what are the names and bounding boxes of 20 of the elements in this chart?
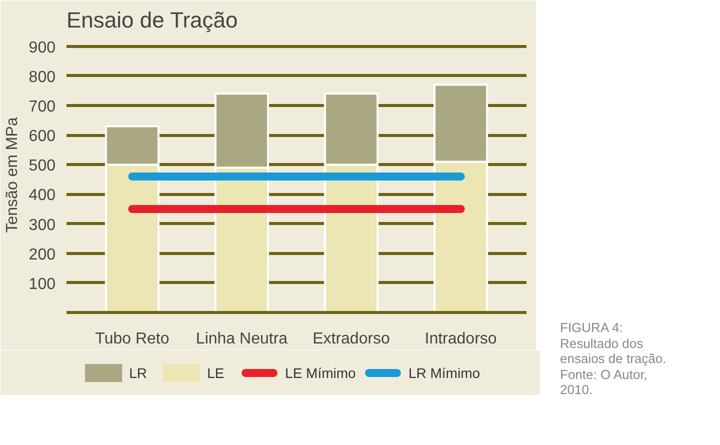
x-tick-label: Linha Neutra (196, 330, 288, 348)
legend-label: LE (207, 365, 224, 381)
y-tick-label: 600 (28, 128, 56, 146)
y-tick-label: 900 (28, 39, 56, 56)
y-tick-label: 400 (28, 187, 56, 204)
y-axis-title: Tensão em MPa (4, 117, 21, 233)
y-tick-label: 300 (28, 216, 56, 234)
legend-label: LR (129, 365, 148, 381)
x-tick-label: Extradorso (312, 330, 390, 348)
x-tick-label: Tubo Reto (95, 330, 170, 348)
x-tick-label: Intradorso (424, 330, 497, 348)
y-tick-label: 500 (28, 158, 56, 175)
y-tick-label: 700 (28, 98, 56, 116)
legend-label: LE Mímimo (285, 365, 356, 381)
text: FIGURA 4: Resultado dos ensaios de tração. Fonte: O Autor, 2010. (560, 320, 668, 398)
y-tick-label: 800 (28, 68, 56, 86)
y-tick-label: 100 (28, 276, 56, 293)
chart-title: Ensaio de Tração (66, 8, 238, 32)
legend-label: LR Mímimo (408, 365, 480, 381)
y-tick-label: 200 (28, 246, 56, 264)
